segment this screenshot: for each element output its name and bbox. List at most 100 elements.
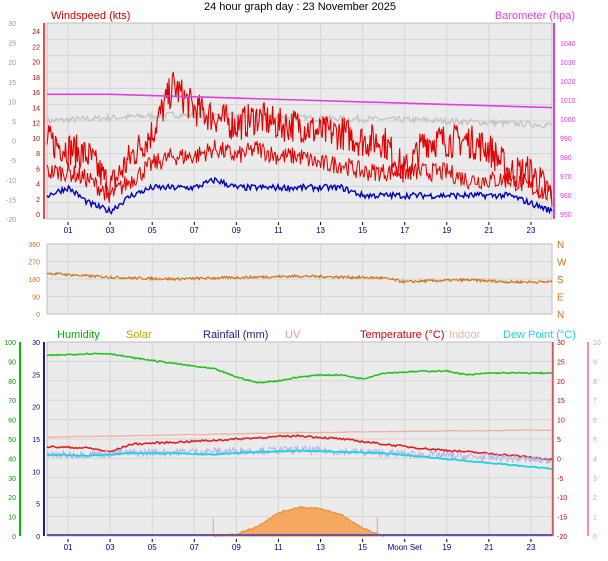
temp-right-tick: 5 (557, 437, 561, 444)
barometer-axis-label: Barometer (hpa) (495, 10, 575, 22)
wind-left-tick: 6 (36, 166, 40, 173)
series-windspeed (46, 139, 553, 202)
wind-left-tick: 8 (36, 151, 40, 158)
legend-dew-point: Dew Point (°C) (503, 329, 576, 341)
wind-left-tick: 10 (32, 136, 40, 143)
temp-right-tick: -20 (557, 534, 567, 541)
humidity-left-tick: 70 (8, 398, 16, 405)
series-humidity (46, 352, 552, 384)
windspeed-axis-label: Windspeed (kts) (51, 10, 130, 22)
temp-x-tick: 05 (148, 543, 157, 552)
wind-left-tick: 22 (32, 44, 40, 51)
baro-right-tick: 980 (560, 155, 572, 162)
uv-right-tick: 5 (593, 437, 597, 444)
wind-left-outer-tick: 10 (8, 99, 16, 106)
wind-left-outer-tick: 0 (12, 139, 16, 146)
temp-x-tick: 15 (358, 543, 367, 552)
wind-left-tick: 2 (36, 197, 40, 204)
humidity-left-tick: 30 (8, 476, 16, 483)
humidity-left-tick: 100 (4, 340, 16, 347)
direction-left-tick: 270 (28, 260, 40, 267)
direction-left-tick: 0 (36, 312, 40, 319)
wind-left-tick: 12 (32, 121, 40, 128)
legend-indoor: Indoor (449, 329, 481, 341)
temp-right-tick: 0 (557, 456, 561, 463)
rain-left-tick: 10 (32, 469, 40, 476)
temp-right-tick: 20 (557, 379, 565, 386)
humidity-left-tick: 0 (12, 534, 16, 541)
temp-right-tick: 10 (557, 418, 565, 425)
temp-right-tick: 15 (557, 398, 565, 405)
series-barometer (47, 93, 553, 109)
wind-left-tick: 24 (32, 29, 40, 36)
legend-solar: Solar (126, 329, 152, 341)
uv-right-tick: 9 (593, 359, 597, 366)
series-indoor (46, 429, 553, 438)
series-solar (214, 506, 385, 539)
temp-x-tick: 23 (527, 543, 536, 552)
wind-left-outer-tick: 20 (8, 60, 16, 67)
wind-x-tick: 21 (484, 226, 493, 235)
wind-left-outer-tick: 30 (8, 21, 16, 28)
temp-x-tick: 21 (484, 543, 493, 552)
wind-x-tick: 19 (442, 226, 451, 235)
baro-right-tick: 1040 (560, 41, 576, 48)
humidity-left-tick: 40 (8, 456, 16, 463)
temp-x-tick: 07 (190, 543, 199, 552)
chart-title: 24 hour graph day : 23 November 2025 (204, 1, 396, 13)
temp-x-tick: 01 (64, 543, 73, 552)
baro-right-tick: 950 (560, 212, 572, 219)
wind-x-tick: 13 (316, 226, 325, 235)
temp-x-tick: 09 (232, 543, 241, 552)
wind-left-outer-tick: -10 (6, 178, 16, 185)
direction-left-tick: 90 (32, 295, 40, 302)
uv-right-tick: 2 (593, 495, 597, 502)
wind-x-tick: 15 (358, 226, 367, 235)
baro-right-tick: 960 (560, 193, 572, 200)
uv-right-tick: 1 (593, 515, 597, 522)
wind-left-outer-tick: -5 (10, 158, 16, 165)
temp-x-tick: 11 (274, 543, 283, 552)
direction-right-tick: S (557, 275, 564, 286)
gray-trace (46, 110, 553, 129)
temp-x-tick: 19 (442, 543, 451, 552)
wind-left-tick: 14 (32, 105, 40, 112)
wind-x-tick: 23 (527, 226, 536, 235)
uv-right-tick: 10 (593, 340, 601, 347)
series-dew-point (46, 449, 553, 470)
wind-x-tick: 05 (148, 226, 157, 235)
direction-right-tick: E (557, 293, 564, 304)
legend-temperature: Temperature (°C) (360, 329, 444, 341)
wind-x-tick: 07 (190, 226, 199, 235)
uv-right-tick: 7 (593, 398, 597, 405)
direction-right-tick: N (557, 310, 564, 321)
baro-right-tick: 1000 (560, 117, 576, 124)
wind-left-tick: 16 (32, 90, 40, 97)
wind-left-outer-tick: 15 (8, 80, 16, 87)
uv-right-tick: 0 (593, 534, 597, 541)
wind-left-tick: 4 (36, 182, 40, 189)
wind-left-outer-tick: -15 (6, 197, 16, 204)
wind-x-tick: 17 (400, 226, 409, 235)
wind-left-outer-tick: 25 (8, 41, 16, 48)
wind-x-tick: 09 (232, 226, 241, 235)
wind-left-tick: 20 (32, 60, 40, 67)
rain-left-tick: 30 (32, 340, 40, 347)
humidity-left-tick: 10 (8, 515, 16, 522)
series-gust (46, 71, 553, 207)
temp-right-tick: -10 (557, 495, 567, 502)
direction-right-tick: W (557, 258, 567, 269)
temp-x-tick: 13 (316, 543, 325, 552)
temp-x-tick: 03 (106, 543, 115, 552)
wind-x-tick: 03 (106, 226, 115, 235)
temp-right-tick: 25 (557, 359, 565, 366)
series-temperature (46, 433, 553, 461)
direction-left-tick: 360 (28, 242, 40, 249)
wind-left-tick: 18 (32, 75, 40, 82)
humidity-left-tick: 50 (8, 437, 16, 444)
series-wind-direction (46, 271, 553, 285)
uv-right-tick: 3 (593, 476, 597, 483)
humidity-left-tick: 90 (8, 359, 16, 366)
humidity-left-tick: 80 (8, 379, 16, 386)
